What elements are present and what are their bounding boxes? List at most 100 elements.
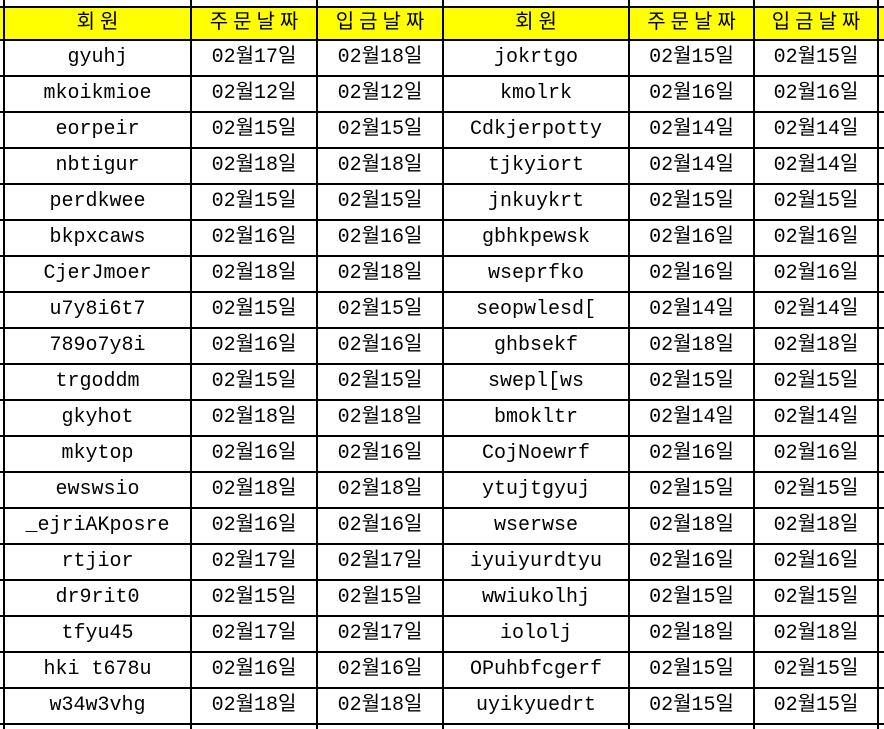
order-date-cell[interactable]: 02월15일 <box>630 185 753 219</box>
deposit-date-cell[interactable]: 02월16일 <box>755 257 877 291</box>
member-cell[interactable]: uyikyuedrt <box>444 689 628 723</box>
member-cell[interactable]: seopwlesd[ <box>444 293 628 327</box>
member-cell[interactable]: eorpeir <box>5 113 190 147</box>
order-date-cell[interactable]: 02월15일 <box>192 365 316 399</box>
member-cell[interactable]: gyuhj <box>5 41 190 75</box>
order-date-cell[interactable]: 02월16일 <box>192 653 316 687</box>
order-date-cell[interactable]: 02월16일 <box>192 329 316 363</box>
member-cell[interactable]: tjkyiort <box>444 149 628 183</box>
member-cell[interactable]: mkoikmioe <box>5 77 190 111</box>
member-cell[interactable]: _ejriAKposre <box>5 509 190 543</box>
deposit-date-cell[interactable]: 02월18일 <box>318 41 442 75</box>
order-date-cell[interactable]: 02월17일 <box>192 545 316 579</box>
order-date-cell[interactable]: 02월15일 <box>630 365 753 399</box>
member-cell[interactable]: 789o7y8i <box>5 329 190 363</box>
order-date-cell[interactable]: 02월12일 <box>192 77 316 111</box>
deposit-date-cell[interactable]: 02월15일 <box>755 581 877 615</box>
member-cell[interactable]: wserwse <box>444 509 628 543</box>
member-cell[interactable]: wwiukolhj <box>444 581 628 615</box>
member-cell[interactable]: iololj <box>444 617 628 651</box>
header-cell-member[interactable]: 회원 <box>444 8 628 39</box>
deposit-date-cell[interactable]: 02월14일 <box>755 113 877 147</box>
order-date-cell[interactable]: 02월16일 <box>630 545 753 579</box>
deposit-date-cell[interactable]: 02월16일 <box>318 221 442 255</box>
member-cell[interactable]: perdkwee <box>5 185 190 219</box>
member-cell[interactable]: rtjior <box>5 545 190 579</box>
deposit-date-cell[interactable]: 02월15일 <box>755 473 877 507</box>
member-cell[interactable]: CojNoewrf <box>444 437 628 471</box>
deposit-date-cell[interactable]: 02월15일 <box>755 689 877 723</box>
order-date-cell[interactable]: 02월15일 <box>630 473 753 507</box>
deposit-date-cell[interactable]: 02월15일 <box>318 365 442 399</box>
deposit-date-cell[interactable]: 02월15일 <box>755 41 877 75</box>
member-cell[interactable]: jnkuykrt <box>444 185 628 219</box>
deposit-date-cell[interactable]: 02월16일 <box>755 221 877 255</box>
member-cell[interactable]: trgoddm <box>5 365 190 399</box>
deposit-date-cell[interactable]: 02월16일 <box>318 437 442 471</box>
member-cell[interactable]: gkyhot <box>5 401 190 435</box>
order-date-cell[interactable]: 02월17일 <box>192 617 316 651</box>
order-date-cell[interactable]: 02월15일 <box>630 581 753 615</box>
order-date-cell[interactable]: 02월18일 <box>192 149 316 183</box>
order-date-cell[interactable]: 02월18일 <box>630 509 753 543</box>
deposit-date-cell[interactable]: 02월18일 <box>318 401 442 435</box>
member-cell[interactable]: hki t678u <box>5 653 190 687</box>
order-date-cell[interactable]: 02월16일 <box>192 221 316 255</box>
deposit-date-cell[interactable]: 02월12일 <box>318 77 442 111</box>
order-date-cell[interactable]: 02월15일 <box>192 581 316 615</box>
order-date-cell[interactable]: 02월18일 <box>192 689 316 723</box>
member-cell[interactable]: bmokltr <box>444 401 628 435</box>
member-cell[interactable]: tfyu45 <box>5 617 190 651</box>
deposit-date-cell[interactable]: 02월14일 <box>755 401 877 435</box>
order-date-cell[interactable]: 02월15일 <box>192 113 316 147</box>
order-date-cell[interactable]: 02월14일 <box>630 293 753 327</box>
member-cell[interactable]: ghbsekf <box>444 329 628 363</box>
header-cell-deposit-date[interactable]: 입금날짜 <box>755 8 877 39</box>
member-cell[interactable]: u7y8i6t7 <box>5 293 190 327</box>
order-date-cell[interactable]: 02월18일 <box>630 617 753 651</box>
order-date-cell[interactable]: 02월15일 <box>630 41 753 75</box>
order-date-cell[interactable]: 02월17일 <box>192 41 316 75</box>
deposit-date-cell[interactable]: 02월16일 <box>755 545 877 579</box>
deposit-date-cell[interactable]: 02월16일 <box>318 653 442 687</box>
member-cell[interactable]: iyuiyurdtyu <box>444 545 628 579</box>
deposit-date-cell[interactable]: 02월18일 <box>318 149 442 183</box>
member-cell[interactable]: kmolrk <box>444 77 628 111</box>
header-cell-order-date[interactable]: 주문날짜 <box>630 8 753 39</box>
member-cell[interactable]: ewswsio <box>5 473 190 507</box>
deposit-date-cell[interactable]: 02월17일 <box>318 617 442 651</box>
order-date-cell[interactable]: 02월15일 <box>630 653 753 687</box>
deposit-date-cell[interactable]: 02월18일 <box>318 473 442 507</box>
order-date-cell[interactable]: 02월18일 <box>192 401 316 435</box>
order-date-cell[interactable]: 02월18일 <box>630 329 753 363</box>
deposit-date-cell[interactable]: 02월16일 <box>318 509 442 543</box>
deposit-date-cell[interactable]: 02월15일 <box>318 581 442 615</box>
member-cell[interactable]: gbhkpewsk <box>444 221 628 255</box>
deposit-date-cell[interactable]: 02월15일 <box>755 365 877 399</box>
member-cell[interactable]: jokrtgo <box>444 41 628 75</box>
order-date-cell[interactable]: 02월16일 <box>192 437 316 471</box>
deposit-date-cell[interactable]: 02월14일 <box>755 293 877 327</box>
deposit-date-cell[interactable]: 02월16일 <box>318 329 442 363</box>
member-cell[interactable]: CjerJmoer <box>5 257 190 291</box>
order-date-cell[interactable]: 02월16일 <box>630 257 753 291</box>
deposit-date-cell[interactable]: 02월18일 <box>755 509 877 543</box>
deposit-date-cell[interactable]: 02월16일 <box>755 437 877 471</box>
deposit-date-cell[interactable]: 02월15일 <box>318 113 442 147</box>
deposit-date-cell[interactable]: 02월18일 <box>318 689 442 723</box>
header-cell-order-date[interactable]: 주문날짜 <box>192 8 316 39</box>
header-cell-deposit-date[interactable]: 입금날짜 <box>318 8 442 39</box>
member-cell[interactable]: Cdkjerpotty <box>444 113 628 147</box>
header-cell-member[interactable]: 회원 <box>5 8 190 39</box>
deposit-date-cell[interactable]: 02월14일 <box>755 149 877 183</box>
deposit-date-cell[interactable]: 02월15일 <box>318 185 442 219</box>
deposit-date-cell[interactable]: 02월15일 <box>755 185 877 219</box>
order-date-cell[interactable]: 02월16일 <box>630 77 753 111</box>
deposit-date-cell[interactable]: 02월18일 <box>755 329 877 363</box>
deposit-date-cell[interactable]: 02월17일 <box>318 545 442 579</box>
member-cell[interactable]: ytujtgyuj <box>444 473 628 507</box>
deposit-date-cell[interactable]: 02월16일 <box>755 77 877 111</box>
member-cell[interactable]: mkytop <box>5 437 190 471</box>
order-date-cell[interactable]: 02월18일 <box>192 473 316 507</box>
member-cell[interactable]: swepl[ws <box>444 365 628 399</box>
